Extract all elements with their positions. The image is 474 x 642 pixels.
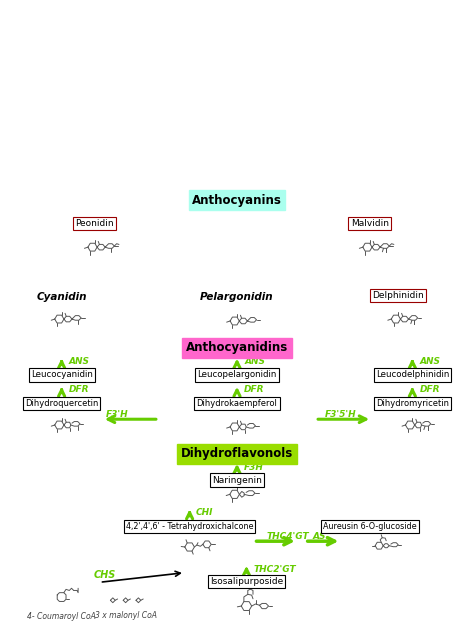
Text: F3H: F3H: [244, 463, 264, 472]
Text: Leucocyanidin: Leucocyanidin: [31, 370, 92, 379]
Text: Anthocyanins: Anthocyanins: [192, 194, 282, 207]
Text: Naringenin: Naringenin: [212, 476, 262, 485]
Text: Leucodelphinidin: Leucodelphinidin: [376, 370, 449, 379]
Text: Dihydroflavonols: Dihydroflavonols: [181, 447, 293, 460]
Text: Peonidin: Peonidin: [75, 219, 114, 228]
Text: Dihydroquercetin: Dihydroquercetin: [25, 399, 98, 408]
Text: THC2'GT: THC2'GT: [254, 565, 296, 574]
Text: Anthocyanidins: Anthocyanidins: [186, 342, 288, 354]
Text: F3'5'H: F3'5'H: [325, 410, 356, 419]
Text: Dihydromyricetin: Dihydromyricetin: [376, 399, 449, 408]
Text: AS: AS: [313, 532, 326, 541]
Text: Cyanidin: Cyanidin: [36, 292, 87, 302]
Text: Leucopelargonidin: Leucopelargonidin: [197, 370, 277, 379]
Text: 4,2',4',6' - Tetrahydroxichalcone: 4,2',4',6' - Tetrahydroxichalcone: [126, 522, 253, 531]
Text: ANS: ANS: [419, 357, 440, 366]
Text: 3 x malonyl CoA: 3 x malonyl CoA: [95, 611, 156, 620]
Text: CHS: CHS: [93, 570, 115, 580]
Text: ANS: ANS: [69, 357, 90, 366]
Text: Aureusin 6-O-glucoside: Aureusin 6-O-glucoside: [323, 522, 417, 531]
Text: Malvidin: Malvidin: [351, 219, 389, 228]
Text: Isosalipurposide: Isosalipurposide: [210, 577, 283, 586]
Text: Pelargonidin: Pelargonidin: [200, 292, 274, 302]
Text: CHI: CHI: [196, 508, 213, 517]
Text: DFR: DFR: [69, 385, 89, 394]
Text: DFR: DFR: [244, 385, 264, 394]
Text: Delphinidin: Delphinidin: [372, 291, 424, 300]
Text: Dihydrokaempferol: Dihydrokaempferol: [197, 399, 277, 408]
Text: F3'H: F3'H: [106, 410, 129, 419]
Text: DFR: DFR: [419, 385, 440, 394]
Text: 4- Coumaroyl CoA: 4- Coumaroyl CoA: [27, 612, 96, 621]
Text: THC4'GT: THC4'GT: [267, 532, 310, 541]
Text: ANS: ANS: [244, 357, 265, 366]
